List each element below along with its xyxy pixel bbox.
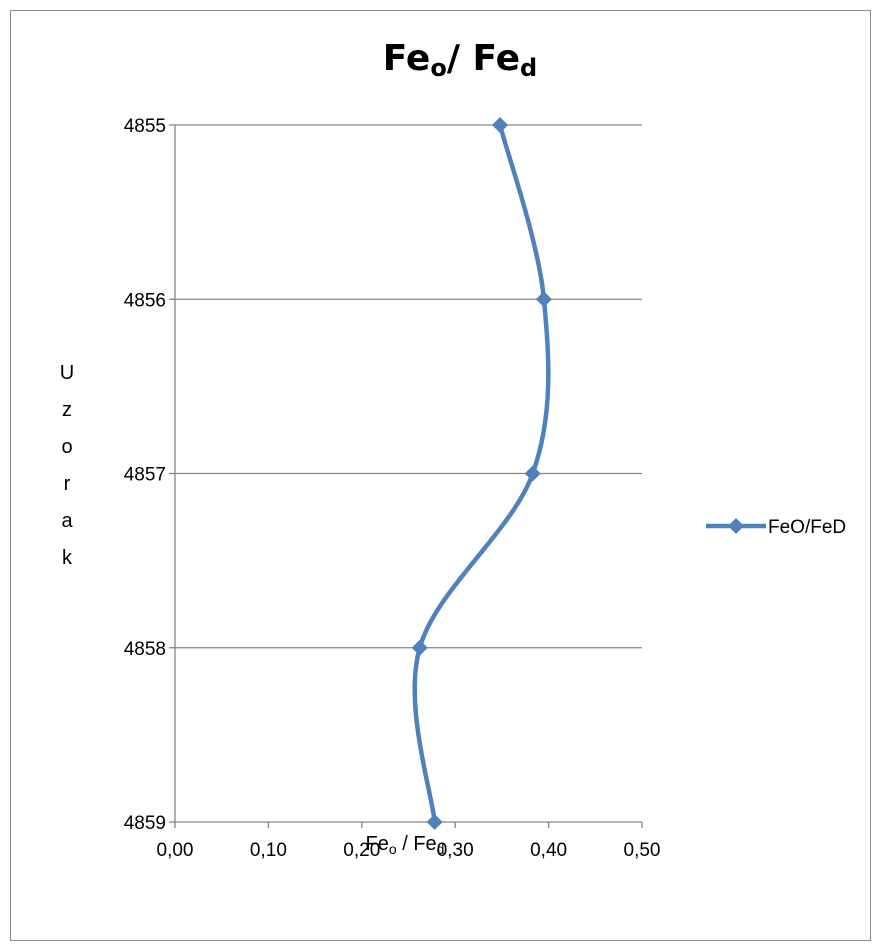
x-tick-label: 0,40 bbox=[530, 840, 567, 861]
chart-area bbox=[10, 10, 871, 941]
legend-marker bbox=[728, 518, 744, 534]
x-axis-label: Feo / Fed bbox=[365, 833, 445, 857]
legend-label: FeO/FeD bbox=[768, 517, 846, 538]
data-point-marker bbox=[426, 814, 443, 830]
y-tick-label: 4855 bbox=[124, 116, 166, 137]
data-point-marker bbox=[411, 639, 428, 656]
grid bbox=[175, 124, 642, 823]
series bbox=[411, 117, 552, 830]
y-tick-label: 4858 bbox=[124, 639, 166, 660]
y-axis-label-letter: r bbox=[63, 473, 71, 495]
y-tick-label: 4859 bbox=[124, 813, 166, 834]
data-point-marker bbox=[535, 291, 552, 308]
axes bbox=[169, 124, 643, 828]
y-axis-label-letter: o bbox=[61, 436, 73, 458]
y-axis-label-letter: z bbox=[62, 399, 72, 421]
tick-labels: 4855 4856 4857 4858 4859 0,00 0,10 0,20 0,30 0,40… bbox=[124, 116, 661, 861]
y-axis-label-letter: k bbox=[62, 547, 72, 569]
x-tick-label: 0,00 bbox=[157, 840, 194, 861]
y-axis-label-letter: a bbox=[61, 510, 73, 532]
x-tick-label: 0,20 bbox=[343, 840, 380, 861]
x-tick-label: 0,10 bbox=[250, 840, 287, 861]
data-point-marker bbox=[492, 117, 509, 133]
y-tick-label: 4856 bbox=[124, 290, 166, 311]
y-axis-label-letter: U bbox=[59, 362, 75, 384]
x-tick-label: 0,30 bbox=[437, 840, 474, 861]
y-tick-label: 4857 bbox=[124, 465, 166, 486]
legend: FeO/FeD bbox=[706, 517, 846, 538]
x-tick-label: 0,50 bbox=[624, 840, 661, 861]
chart-title: Feo/ Fed bbox=[382, 38, 538, 82]
y-axis-label: U z o r a k bbox=[52, 355, 82, 577]
data-point-marker bbox=[524, 465, 541, 482]
